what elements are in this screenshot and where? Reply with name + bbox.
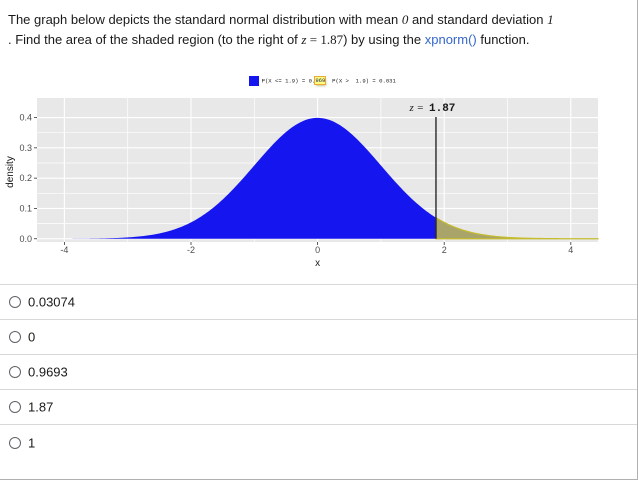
svg-text:0.0: 0.0 xyxy=(19,234,32,244)
svg-text:0.4: 0.4 xyxy=(19,113,32,123)
svg-text:1.87: 1.87 xyxy=(429,103,455,115)
svg-text:x: x xyxy=(315,258,320,269)
svg-text:-2: -2 xyxy=(187,245,195,255)
svg-text:-4: -4 xyxy=(60,245,68,255)
svg-text:0: 0 xyxy=(315,245,320,255)
svg-text:4: 4 xyxy=(568,245,573,255)
svg-text:density: density xyxy=(5,156,16,188)
svg-text:0.2: 0.2 xyxy=(19,173,32,183)
svg-text:0.3: 0.3 xyxy=(19,143,32,153)
svg-text:0.1: 0.1 xyxy=(19,203,32,213)
svg-text:z =: z = xyxy=(409,102,424,114)
svg-text:2: 2 xyxy=(442,245,447,255)
